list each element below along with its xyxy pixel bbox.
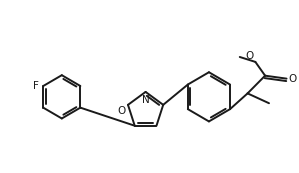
Text: F: F	[33, 81, 39, 91]
Text: O: O	[245, 51, 254, 61]
Text: O: O	[289, 74, 297, 84]
Text: N: N	[142, 95, 150, 105]
Text: O: O	[118, 106, 126, 116]
